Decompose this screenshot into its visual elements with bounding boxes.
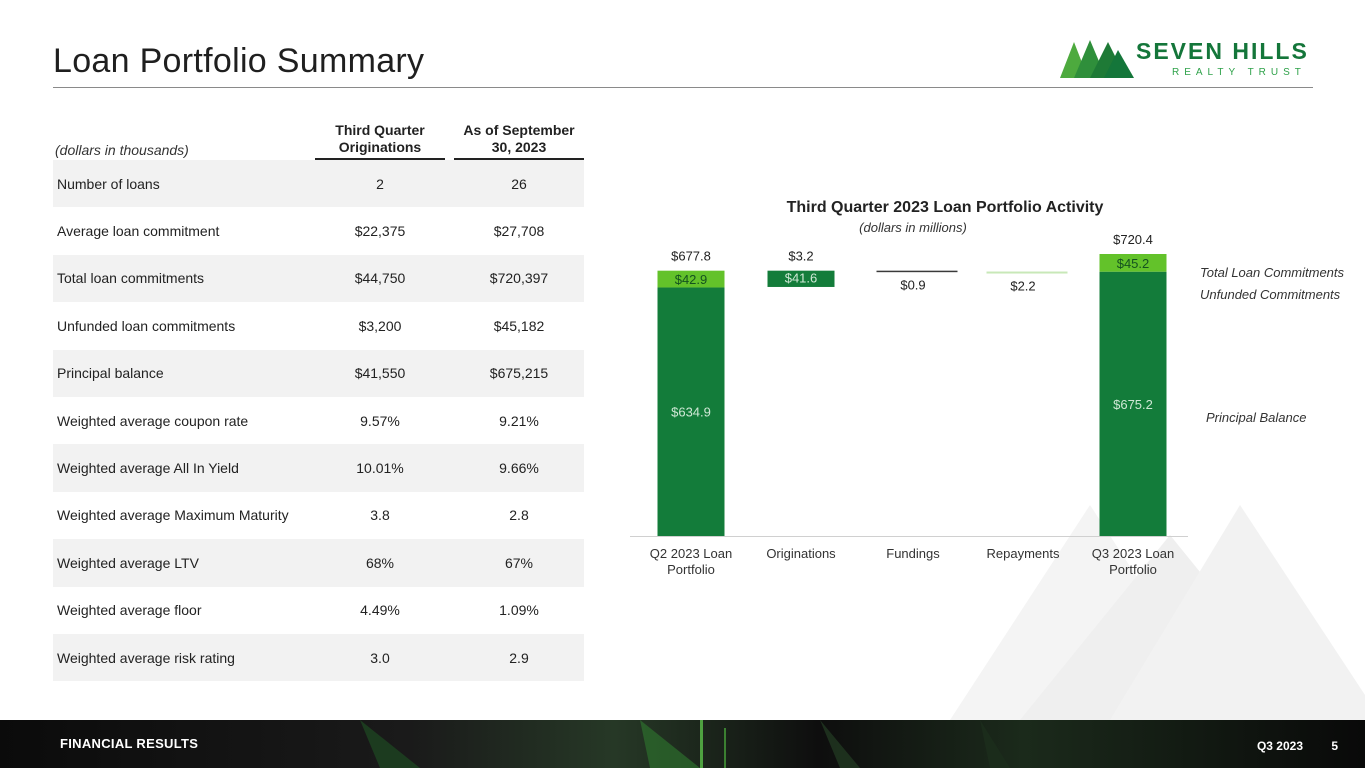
x-tick-label: Repayments bbox=[987, 546, 1060, 561]
table-header: (dollars in thousands) Third Quarter Ori… bbox=[53, 100, 584, 160]
background-mountains bbox=[950, 505, 1365, 720]
row-value-as-of: $675,215 bbox=[489, 365, 549, 382]
chart-subtitle: (dollars in millions) bbox=[859, 220, 967, 235]
row-label: Weighted average LTV bbox=[57, 554, 199, 571]
table-row: Weighted average floor 4.49% 1.09% bbox=[53, 587, 584, 634]
chart-title: Third Quarter 2023 Loan Portfolio Activi… bbox=[786, 199, 1104, 216]
waterfall-chart: $634.9 $42.9 $677.8 $41.6 $3.2 $0.9 $2.2 $675.2… bbox=[630, 232, 1188, 577]
footer-section-label: FINANCIAL RESULTS bbox=[60, 736, 199, 751]
row-label: Weighted average coupon rate bbox=[57, 412, 249, 429]
table-row: Total loan commitments $44,750 $720,397 bbox=[53, 254, 584, 303]
table-body: Number of loans 2 26 Average loan commitmen… bbox=[53, 160, 584, 682]
table-row: Unfunded loan commitments $3,200 $45,182 bbox=[53, 302, 584, 349]
row-label: Unfunded loan commitments bbox=[57, 317, 236, 334]
bar-principal bbox=[1099, 271, 1167, 536]
data-label-principal: $675.2 bbox=[1113, 397, 1153, 412]
footer-period: Q3 2023 bbox=[1256, 739, 1303, 753]
logo-subtitle: REALTY TRUST bbox=[1172, 67, 1306, 78]
mountain-logo-icon bbox=[1060, 40, 1134, 78]
page-number: 5 bbox=[1331, 739, 1338, 753]
x-tick-label: Q3 2023 Loan Portfolio bbox=[1092, 546, 1174, 577]
company-logo: SEVEN HILLS REALTY TRUST bbox=[1060, 36, 1320, 84]
data-label-total: $677.8 bbox=[671, 249, 711, 264]
x-tick-label: Fundings bbox=[886, 546, 940, 561]
row-value-third-quarter: $44,750 bbox=[354, 270, 406, 287]
bar-fundings bbox=[876, 270, 958, 273]
data-label-principal: $634.9 bbox=[671, 405, 711, 420]
bar-repayments bbox=[986, 271, 1068, 274]
table-row: Weighted average LTV 68% 67% bbox=[53, 539, 584, 587]
data-label-unfunded: $45.2 bbox=[1117, 256, 1150, 271]
title-divider bbox=[53, 87, 1313, 88]
row-value-third-quarter: 68% bbox=[365, 554, 395, 571]
row-value-as-of: 67% bbox=[504, 554, 534, 571]
row-value-third-quarter: 3.8 bbox=[370, 507, 390, 524]
row-label: Weighted average Maximum Maturity bbox=[57, 507, 289, 524]
bar-unfunded bbox=[1099, 254, 1167, 272]
row-label: Weighted average All In Yield bbox=[57, 460, 239, 477]
row-value-as-of: 9.66% bbox=[499, 460, 539, 477]
row-value-as-of: 2.8 bbox=[509, 507, 529, 524]
table-row: Principal balance $41,550 $675,215 bbox=[53, 349, 584, 397]
data-label-originations: $41.6 bbox=[785, 271, 818, 286]
row-value-as-of: $45,182 bbox=[493, 317, 545, 334]
footer-decoration bbox=[360, 720, 1010, 768]
legend-total-commitments: Total Loan Commitments bbox=[1200, 265, 1345, 280]
data-label-originations-unfunded: $3.2 bbox=[788, 249, 813, 264]
row-label: Number of loans bbox=[57, 175, 160, 192]
table-row: Average loan commitment $22,375 $27,708 bbox=[53, 207, 584, 254]
row-label: Weighted average floor bbox=[57, 602, 202, 619]
row-value-as-of: $720,397 bbox=[489, 270, 549, 287]
row-value-third-quarter: $3,200 bbox=[358, 317, 402, 334]
table-units: (dollars in thousands) bbox=[55, 142, 189, 158]
x-tick-label: Q2 2023 Loan Portfolio bbox=[650, 546, 732, 577]
row-value-as-of: 1.09% bbox=[499, 602, 539, 619]
table-row: Weighted average All In Yield 10.01% 9.66% bbox=[53, 444, 584, 492]
x-tick-label: Originations bbox=[766, 546, 836, 561]
data-label-fundings: $0.9 bbox=[900, 278, 925, 293]
column-header-as-of: As of September 30, 2023 bbox=[454, 122, 584, 160]
row-value-as-of: $27,708 bbox=[493, 223, 545, 240]
bar-unfunded bbox=[657, 270, 725, 288]
legend-unfunded-commitments: Unfunded Commitments bbox=[1200, 287, 1341, 302]
footer-bar: FINANCIAL RESULTS Q3 2023 5 bbox=[0, 720, 1365, 768]
row-value-as-of: 2.9 bbox=[509, 649, 529, 666]
row-label: Total loan commitments bbox=[57, 270, 205, 287]
table-row: Weighted average risk rating 3.0 2.9 bbox=[53, 633, 584, 682]
column-header-third-quarter: Third Quarter Originations bbox=[315, 122, 445, 160]
data-label-repayments: $2.2 bbox=[1010, 279, 1035, 294]
row-value-third-quarter: 9.57% bbox=[360, 412, 400, 429]
row-label: Weighted average risk rating bbox=[57, 649, 235, 666]
page-title: Loan Portfolio Summary bbox=[53, 42, 425, 80]
legend-principal-balance: Principal Balance bbox=[1206, 410, 1307, 425]
bar-originations bbox=[767, 270, 835, 287]
row-value-third-quarter: $41,550 bbox=[354, 365, 406, 382]
row-label: Principal balance bbox=[57, 365, 164, 382]
row-value-third-quarter: $22,375 bbox=[354, 223, 406, 240]
row-value-third-quarter: 10.01% bbox=[356, 460, 404, 477]
table-row: Number of loans 2 26 bbox=[53, 160, 584, 208]
row-value-third-quarter: 2 bbox=[376, 175, 384, 192]
bar-principal bbox=[657, 287, 725, 536]
data-label-total: $720.4 bbox=[1113, 232, 1153, 247]
row-value-third-quarter: 3.0 bbox=[370, 649, 390, 666]
data-label-unfunded: $42.9 bbox=[675, 272, 708, 287]
row-label: Average loan commitment bbox=[57, 223, 220, 240]
loan-summary-table: (dollars in thousands) Third Quarter Ori… bbox=[53, 100, 584, 682]
row-value-third-quarter: 4.49% bbox=[360, 602, 400, 619]
row-value-as-of: 9.21% bbox=[499, 412, 539, 429]
logo-name: SEVEN HILLS bbox=[1136, 38, 1309, 64]
table-row: Weighted average coupon rate 9.57% 9.21% bbox=[53, 397, 584, 444]
row-value-as-of: 26 bbox=[511, 175, 527, 192]
table-row: Weighted average Maximum Maturity 3.8 2.8 bbox=[53, 492, 584, 539]
